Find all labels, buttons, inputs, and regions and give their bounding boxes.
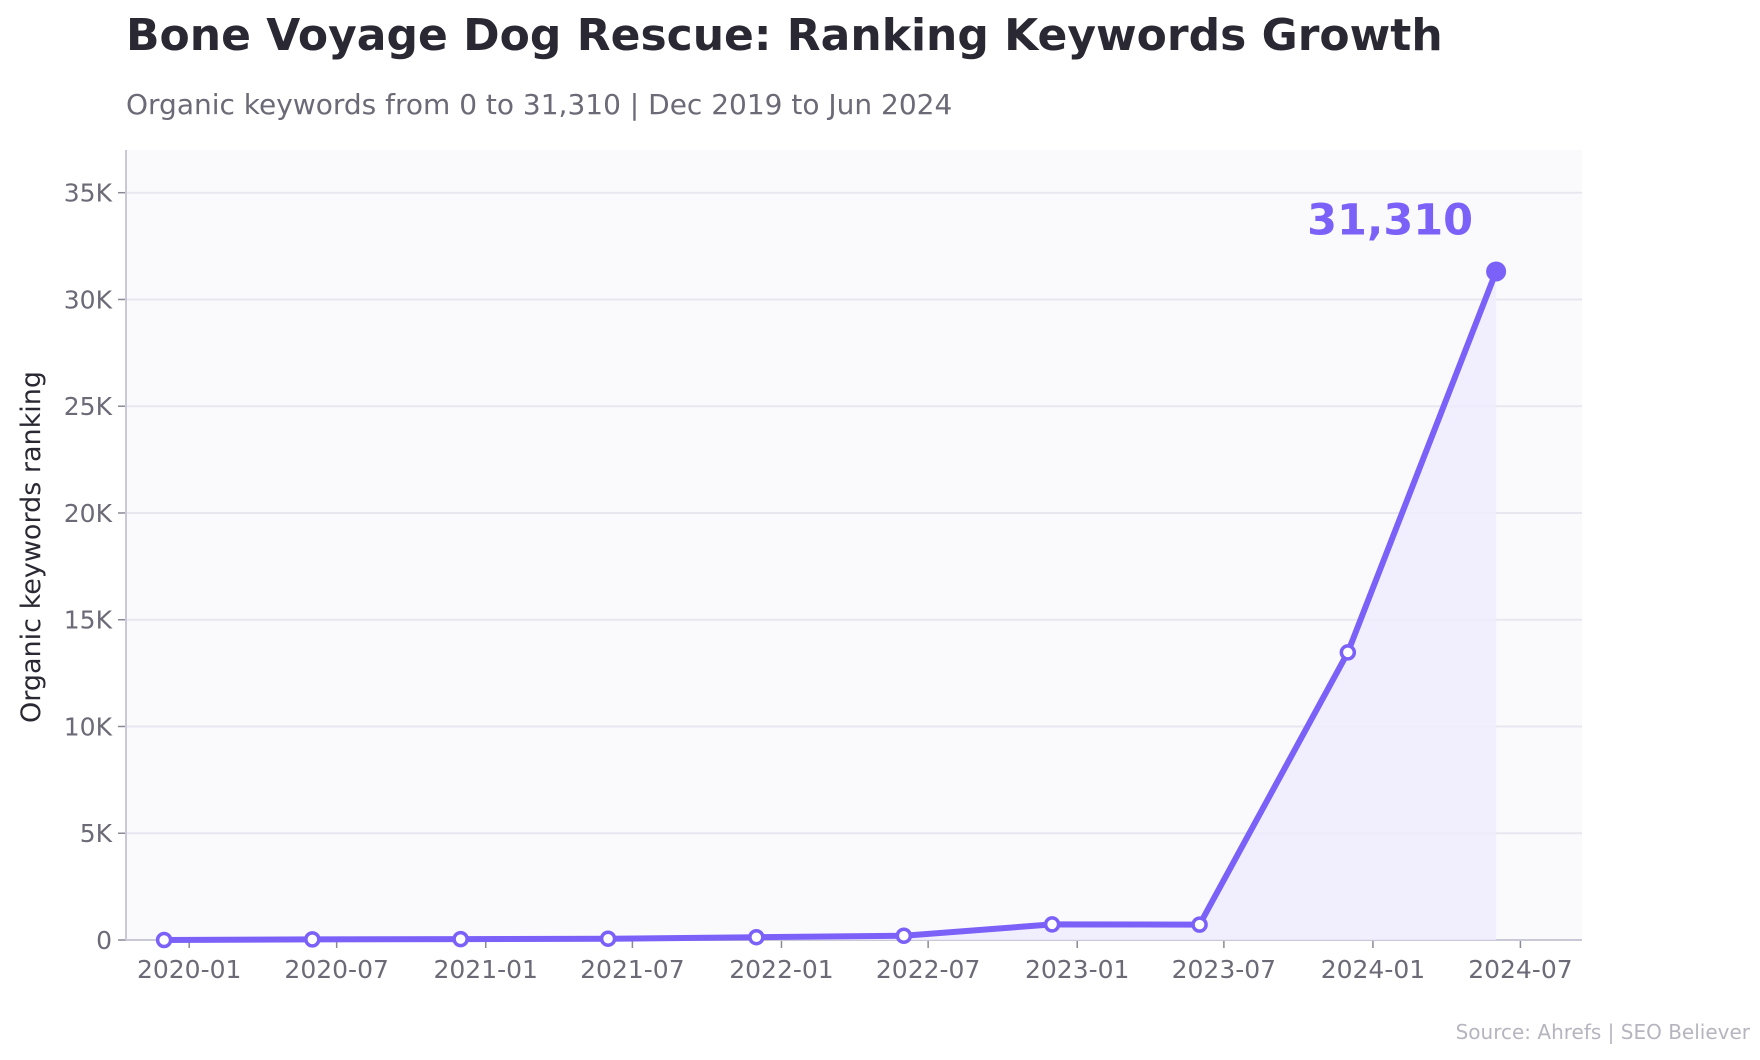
data-point: [895, 927, 913, 944]
y-tick-label: 10K: [64, 712, 113, 741]
data-point: [155, 931, 173, 949]
x-tick-label: 2020-07: [284, 955, 388, 984]
y-tick-label: 30K: [64, 285, 113, 314]
y-tick-label: 25K: [64, 392, 113, 421]
data-point: [1043, 916, 1061, 933]
y-tick-label: 0: [96, 926, 112, 955]
x-tick-label: 2020-01: [137, 955, 241, 984]
y-tick-label: 20K: [64, 499, 113, 528]
y-tick-label: 35K: [64, 179, 113, 208]
data-point: [452, 930, 469, 948]
data-point: [599, 930, 617, 947]
data-point: [1191, 916, 1208, 933]
chart-subtitle: Organic keywords from 0 to 31,310 | Dec …: [126, 88, 953, 121]
peak-value-label: 31,310: [1307, 195, 1473, 245]
chart-title: Bone Voyage Dog Rescue: Ranking Keywords…: [126, 10, 1443, 61]
x-tick-label: 2022-07: [876, 955, 980, 984]
x-tick-label: 2021-01: [434, 955, 538, 984]
data-point: [304, 931, 321, 948]
data-point-latest: [1486, 261, 1507, 282]
data-point: [748, 928, 765, 946]
x-tick-label: 2023-07: [1172, 955, 1276, 984]
y-tick-label: 5K: [80, 819, 113, 848]
y-tick-label: 15K: [64, 606, 113, 635]
data-point: [1339, 644, 1357, 661]
series-line: [161, 268, 1500, 943]
x-tick-label: 2023-01: [1025, 955, 1129, 984]
x-tick-label: 2022-01: [729, 955, 833, 984]
series-area-fill: [164, 271, 1497, 940]
x-tick-label: 2024-07: [1468, 955, 1572, 984]
source-note: Source: Ahrefs | SEO Believer: [1455, 1020, 1750, 1044]
x-tick-label: 2024-01: [1321, 955, 1425, 984]
y-axis-title: Organic keywords ranking: [16, 371, 47, 723]
x-tick-label: 2021-07: [580, 955, 684, 984]
